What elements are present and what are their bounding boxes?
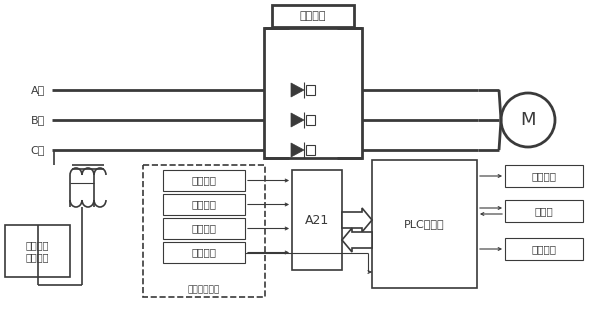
Bar bbox=[272, 5, 354, 27]
Bar bbox=[306, 85, 315, 95]
Bar bbox=[163, 170, 245, 191]
FancyArrow shape bbox=[342, 228, 372, 252]
Polygon shape bbox=[291, 83, 304, 97]
Text: 触发电路: 触发电路 bbox=[532, 171, 557, 181]
Bar bbox=[292, 170, 342, 270]
Bar bbox=[505, 238, 583, 260]
Polygon shape bbox=[291, 143, 304, 157]
Bar bbox=[306, 145, 315, 155]
Text: PLC控制器: PLC控制器 bbox=[404, 219, 445, 229]
Text: 旁路回路: 旁路回路 bbox=[300, 11, 326, 21]
Text: A相: A相 bbox=[31, 85, 45, 95]
Polygon shape bbox=[291, 113, 304, 127]
Text: A21: A21 bbox=[305, 213, 329, 227]
Text: 电流信号: 电流信号 bbox=[191, 175, 217, 186]
Bar bbox=[163, 218, 245, 239]
Text: 本质安全
先导回路: 本质安全 先导回路 bbox=[26, 240, 49, 262]
Text: C相: C相 bbox=[31, 145, 45, 155]
Text: 信号检测电路: 信号检测电路 bbox=[188, 285, 220, 295]
Bar bbox=[163, 242, 245, 263]
Text: 触摸屏: 触摸屏 bbox=[535, 206, 553, 216]
FancyArrow shape bbox=[342, 208, 372, 232]
Text: 转速信号: 转速信号 bbox=[191, 199, 217, 209]
Bar bbox=[143, 165, 265, 297]
Text: 电压信号: 电压信号 bbox=[191, 223, 217, 233]
Text: 温度信号: 温度信号 bbox=[191, 247, 217, 257]
Bar bbox=[264, 28, 362, 158]
Bar bbox=[163, 194, 245, 215]
Bar bbox=[505, 165, 583, 187]
Bar bbox=[372, 160, 477, 288]
Text: B相: B相 bbox=[31, 115, 45, 125]
Bar bbox=[505, 200, 583, 222]
Text: M: M bbox=[520, 111, 536, 129]
Text: 保护电路: 保护电路 bbox=[532, 244, 557, 254]
Bar bbox=[306, 115, 315, 125]
Bar bbox=[5, 225, 70, 277]
